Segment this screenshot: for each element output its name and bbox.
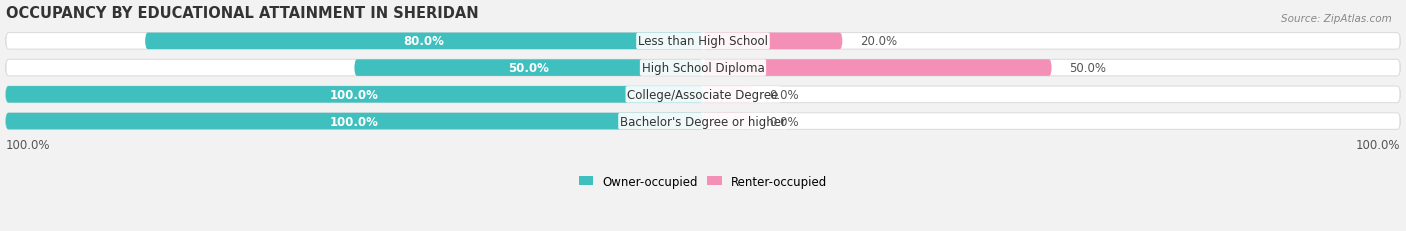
Text: 0.0%: 0.0% [769, 88, 799, 101]
FancyBboxPatch shape [6, 87, 703, 103]
FancyBboxPatch shape [354, 60, 703, 76]
FancyBboxPatch shape [703, 87, 752, 103]
Text: 100.0%: 100.0% [330, 115, 378, 128]
FancyBboxPatch shape [703, 33, 842, 50]
FancyBboxPatch shape [6, 113, 1400, 130]
Legend: Owner-occupied, Renter-occupied: Owner-occupied, Renter-occupied [574, 170, 832, 192]
FancyBboxPatch shape [6, 87, 1400, 103]
FancyBboxPatch shape [145, 33, 703, 50]
FancyBboxPatch shape [6, 33, 1400, 50]
Text: 100.0%: 100.0% [6, 138, 51, 151]
FancyBboxPatch shape [703, 60, 1052, 76]
Text: Less than High School: Less than High School [638, 35, 768, 48]
FancyBboxPatch shape [703, 113, 752, 130]
FancyBboxPatch shape [6, 113, 703, 130]
Text: 50.0%: 50.0% [1069, 62, 1107, 75]
Text: College/Associate Degree: College/Associate Degree [627, 88, 779, 101]
Text: 20.0%: 20.0% [860, 35, 897, 48]
Text: Source: ZipAtlas.com: Source: ZipAtlas.com [1281, 14, 1392, 24]
Text: OCCUPANCY BY EDUCATIONAL ATTAINMENT IN SHERIDAN: OCCUPANCY BY EDUCATIONAL ATTAINMENT IN S… [6, 6, 478, 21]
Text: 0.0%: 0.0% [769, 115, 799, 128]
Text: 100.0%: 100.0% [1355, 138, 1400, 151]
Text: 50.0%: 50.0% [508, 62, 550, 75]
Text: 80.0%: 80.0% [404, 35, 444, 48]
FancyBboxPatch shape [6, 60, 1400, 76]
Text: Bachelor's Degree or higher: Bachelor's Degree or higher [620, 115, 786, 128]
Text: High School Diploma: High School Diploma [641, 62, 765, 75]
Text: 100.0%: 100.0% [330, 88, 378, 101]
